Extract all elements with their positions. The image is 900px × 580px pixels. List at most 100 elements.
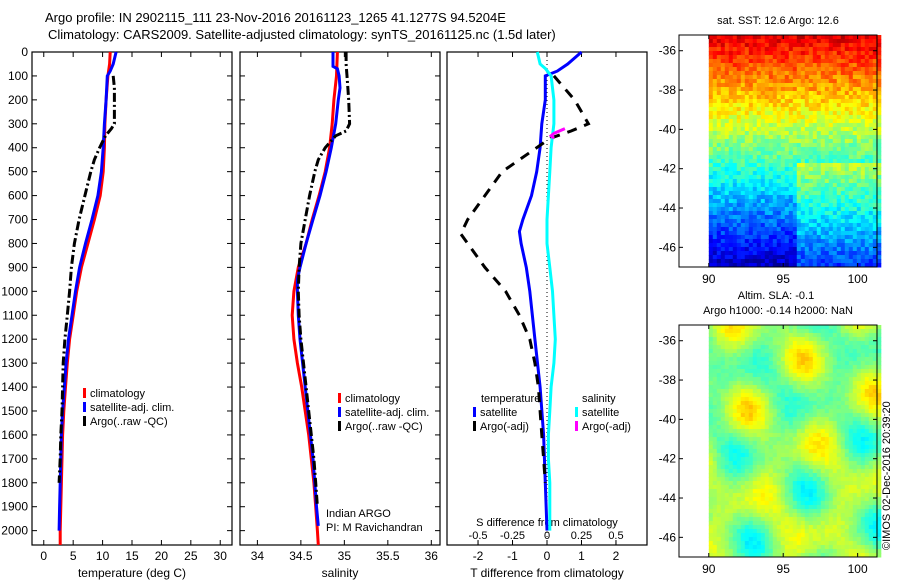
map-cell bbox=[860, 135, 866, 140]
map-cell bbox=[840, 75, 846, 80]
map-cell bbox=[732, 203, 738, 208]
map-cell bbox=[872, 75, 878, 80]
map-cell bbox=[736, 159, 742, 164]
map-cell bbox=[796, 333, 802, 338]
map-cell bbox=[816, 473, 822, 478]
map-cell bbox=[860, 421, 866, 426]
map-cell bbox=[832, 71, 838, 76]
map-cell bbox=[768, 231, 774, 236]
map-cell bbox=[736, 433, 742, 438]
map-cell bbox=[828, 67, 834, 72]
map-cell bbox=[724, 263, 730, 268]
map-cell bbox=[804, 251, 810, 256]
map-cell bbox=[792, 103, 798, 108]
map-cell bbox=[824, 75, 830, 80]
map-cell bbox=[844, 341, 850, 346]
map-cell bbox=[816, 243, 822, 248]
map-cell bbox=[828, 183, 834, 188]
map-cell bbox=[744, 353, 750, 358]
map-cell bbox=[788, 513, 794, 518]
map-cell bbox=[712, 333, 718, 338]
map-cell bbox=[720, 509, 726, 514]
map-cell bbox=[740, 63, 746, 68]
map-cell bbox=[772, 163, 778, 168]
map-cell bbox=[840, 259, 846, 264]
map-cell bbox=[852, 461, 858, 466]
map-cell bbox=[716, 413, 722, 418]
map-cell bbox=[708, 107, 714, 112]
map-cell bbox=[824, 167, 830, 172]
map-cell bbox=[732, 437, 738, 442]
map-cell bbox=[772, 139, 778, 144]
map-cell bbox=[856, 131, 862, 136]
map-cell bbox=[848, 357, 854, 362]
map-cell bbox=[792, 215, 798, 220]
map-cell bbox=[808, 255, 814, 260]
map-cell bbox=[824, 481, 830, 486]
map-cell bbox=[736, 71, 742, 76]
map-cell bbox=[860, 211, 866, 216]
map-cell bbox=[744, 63, 750, 68]
map-cell bbox=[776, 481, 782, 486]
map-cell bbox=[728, 389, 734, 394]
map-cell bbox=[808, 521, 814, 526]
map-cell bbox=[732, 349, 738, 354]
map-cell bbox=[780, 207, 786, 212]
map-cell bbox=[760, 203, 766, 208]
map-cell bbox=[872, 47, 878, 52]
map-cell bbox=[768, 151, 774, 156]
map-cell bbox=[776, 87, 782, 92]
map-cell bbox=[864, 421, 870, 426]
map-cell bbox=[788, 393, 794, 398]
legend-label: satellite bbox=[582, 407, 619, 419]
map-cell bbox=[800, 123, 806, 128]
map-cell bbox=[780, 373, 786, 378]
map-cell bbox=[732, 493, 738, 498]
map-cell bbox=[808, 509, 814, 514]
map-cell bbox=[724, 211, 730, 216]
map-cell bbox=[804, 389, 810, 394]
map-cell bbox=[820, 329, 826, 334]
map-cell bbox=[860, 409, 866, 414]
map-cell bbox=[796, 123, 802, 128]
map-cell bbox=[824, 521, 830, 526]
map-cell bbox=[760, 417, 766, 422]
map-cell bbox=[748, 95, 754, 100]
map-cell bbox=[724, 529, 730, 534]
map-cell bbox=[792, 123, 798, 128]
map-cell bbox=[712, 139, 718, 144]
map-cell bbox=[848, 167, 854, 172]
map-cell bbox=[840, 155, 846, 160]
map-cell bbox=[712, 111, 718, 116]
map-cell bbox=[756, 159, 762, 164]
map-cell bbox=[776, 521, 782, 526]
map-cell bbox=[788, 59, 794, 64]
map-cell bbox=[756, 493, 762, 498]
map-cell bbox=[804, 509, 810, 514]
map-cell bbox=[824, 239, 830, 244]
map-cell bbox=[752, 393, 758, 398]
map-cell bbox=[872, 389, 878, 394]
map-cell bbox=[788, 525, 794, 530]
map-cell bbox=[724, 171, 730, 176]
map-cell bbox=[840, 239, 846, 244]
map-cell bbox=[772, 481, 778, 486]
map-cell bbox=[800, 493, 806, 498]
map-cell bbox=[744, 429, 750, 434]
map-cell bbox=[808, 131, 814, 136]
map-cell bbox=[808, 401, 814, 406]
map-cell bbox=[768, 215, 774, 220]
map-cell bbox=[720, 131, 726, 136]
map-cell bbox=[760, 449, 766, 454]
map-cell bbox=[804, 175, 810, 180]
map-cell bbox=[820, 517, 826, 522]
map-cell bbox=[804, 413, 810, 418]
map-cell bbox=[752, 485, 758, 490]
map-cell bbox=[760, 51, 766, 56]
map-cell bbox=[864, 369, 870, 374]
map-cell bbox=[868, 325, 874, 330]
map-cell bbox=[860, 509, 866, 514]
map-cell bbox=[768, 441, 774, 446]
map-cell bbox=[836, 131, 842, 136]
map-cell bbox=[760, 425, 766, 430]
